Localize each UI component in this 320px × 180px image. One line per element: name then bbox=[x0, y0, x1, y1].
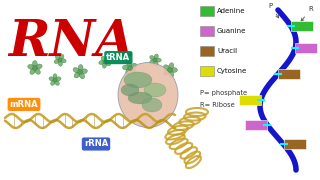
Text: P= phosphate: P= phosphate bbox=[200, 90, 247, 96]
FancyBboxPatch shape bbox=[200, 66, 214, 76]
Text: Adenine: Adenine bbox=[217, 8, 245, 14]
Ellipse shape bbox=[154, 54, 158, 59]
Text: Cytosine: Cytosine bbox=[217, 68, 247, 74]
Ellipse shape bbox=[99, 60, 104, 65]
Ellipse shape bbox=[131, 63, 137, 69]
Ellipse shape bbox=[106, 61, 111, 66]
Ellipse shape bbox=[28, 64, 34, 69]
Ellipse shape bbox=[123, 65, 129, 70]
Ellipse shape bbox=[35, 68, 40, 74]
Text: Guanine: Guanine bbox=[217, 28, 246, 34]
Ellipse shape bbox=[73, 68, 79, 73]
Ellipse shape bbox=[61, 59, 66, 63]
Text: Uracil: Uracil bbox=[217, 48, 237, 54]
Ellipse shape bbox=[51, 80, 55, 85]
Ellipse shape bbox=[130, 68, 136, 74]
Ellipse shape bbox=[58, 58, 62, 62]
Ellipse shape bbox=[150, 56, 155, 60]
Ellipse shape bbox=[149, 60, 155, 64]
Ellipse shape bbox=[164, 70, 170, 75]
Text: tRNA: tRNA bbox=[106, 53, 131, 62]
Ellipse shape bbox=[36, 64, 42, 69]
Ellipse shape bbox=[49, 77, 54, 81]
Ellipse shape bbox=[81, 69, 87, 74]
Ellipse shape bbox=[55, 80, 59, 85]
Ellipse shape bbox=[33, 66, 37, 70]
Ellipse shape bbox=[30, 68, 36, 75]
Ellipse shape bbox=[78, 65, 83, 71]
Ellipse shape bbox=[60, 54, 64, 60]
FancyBboxPatch shape bbox=[239, 95, 261, 105]
FancyBboxPatch shape bbox=[200, 46, 214, 56]
Ellipse shape bbox=[127, 61, 132, 67]
Ellipse shape bbox=[144, 83, 166, 97]
Ellipse shape bbox=[128, 92, 152, 104]
Ellipse shape bbox=[156, 58, 161, 62]
Ellipse shape bbox=[124, 72, 152, 88]
Text: R: R bbox=[301, 6, 314, 21]
FancyBboxPatch shape bbox=[291, 21, 313, 31]
Ellipse shape bbox=[32, 60, 37, 67]
Ellipse shape bbox=[56, 77, 61, 81]
Ellipse shape bbox=[168, 68, 172, 72]
Ellipse shape bbox=[102, 63, 107, 68]
Ellipse shape bbox=[164, 65, 170, 70]
Ellipse shape bbox=[169, 63, 174, 69]
Ellipse shape bbox=[128, 66, 132, 70]
Ellipse shape bbox=[55, 55, 60, 60]
Ellipse shape bbox=[103, 60, 107, 64]
Ellipse shape bbox=[105, 57, 110, 62]
Ellipse shape bbox=[153, 58, 157, 62]
Ellipse shape bbox=[154, 61, 158, 66]
Text: rRNA: rRNA bbox=[84, 140, 108, 148]
FancyBboxPatch shape bbox=[278, 69, 300, 79]
Ellipse shape bbox=[53, 78, 57, 82]
Ellipse shape bbox=[121, 84, 139, 96]
FancyBboxPatch shape bbox=[295, 43, 317, 53]
Text: P: P bbox=[269, 3, 279, 18]
Ellipse shape bbox=[77, 70, 83, 74]
Ellipse shape bbox=[58, 61, 62, 66]
Ellipse shape bbox=[79, 73, 84, 79]
FancyBboxPatch shape bbox=[200, 26, 214, 36]
Ellipse shape bbox=[74, 72, 80, 78]
FancyBboxPatch shape bbox=[200, 6, 214, 16]
Ellipse shape bbox=[126, 69, 131, 75]
Text: RNA: RNA bbox=[8, 18, 134, 67]
FancyBboxPatch shape bbox=[284, 139, 306, 149]
Ellipse shape bbox=[118, 62, 178, 127]
FancyBboxPatch shape bbox=[245, 120, 268, 130]
Ellipse shape bbox=[169, 71, 174, 77]
Text: R= Ribose: R= Ribose bbox=[200, 102, 235, 108]
Ellipse shape bbox=[54, 59, 60, 64]
Ellipse shape bbox=[53, 74, 57, 79]
Text: mRNA: mRNA bbox=[10, 100, 38, 109]
Ellipse shape bbox=[101, 56, 106, 62]
Ellipse shape bbox=[171, 68, 178, 72]
Ellipse shape bbox=[142, 98, 162, 112]
